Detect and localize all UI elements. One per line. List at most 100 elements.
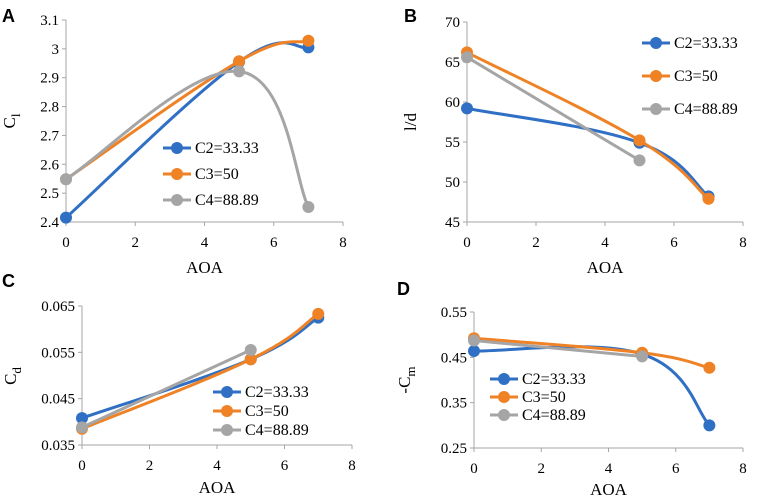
y-axis-title: Cd — [1, 367, 24, 385]
data-point — [244, 353, 257, 366]
y-tick-label: 0.55 — [441, 305, 467, 321]
legend-label: C4=88.89 — [195, 192, 259, 209]
data-point — [633, 154, 646, 167]
y-tick-label: 3.1 — [40, 13, 59, 29]
x-tick-label: 2 — [538, 461, 546, 477]
legend-label: C2=33.33 — [522, 371, 586, 388]
legend-entry: C3=50 — [163, 166, 239, 183]
x-tick-label: 6 — [672, 461, 680, 477]
legend-label: C4=88.89 — [674, 101, 738, 118]
y-tick-label: 2.6 — [40, 157, 59, 173]
legend-label: C3=50 — [245, 403, 289, 420]
legend-entry: C2=33.33 — [490, 371, 586, 388]
legend-entry: C3=50 — [642, 68, 718, 85]
data-point — [233, 55, 246, 68]
series-line-3 — [64, 39, 310, 181]
y-tick-label: 0.065 — [41, 299, 75, 315]
legend-label: C2=33.33 — [674, 35, 738, 52]
x-tick-label: 4 — [201, 235, 209, 251]
data-point — [468, 344, 480, 357]
legend-label: C3=50 — [522, 389, 566, 406]
x-tick-label: 4 — [213, 458, 221, 474]
legend-marker — [498, 391, 510, 403]
y-tick-label: 65 — [445, 55, 460, 71]
x-tick-label: 6 — [270, 235, 278, 251]
y-axis-title: Cl — [0, 113, 23, 128]
panel-d: D 0.25 0.35 0.45 0.55 0 2 4 6 8 AOA -Cm C2=33.33C3=5… — [395, 279, 747, 499]
y-tick-label: 2.7 — [40, 128, 59, 144]
x-tick-label: 0 — [470, 461, 478, 477]
legend-marker — [171, 168, 183, 180]
x-tick-label: 0 — [78, 458, 86, 474]
x-axis-title: AOA — [587, 258, 625, 277]
data-point — [633, 134, 646, 147]
legend-marker — [650, 70, 662, 82]
legend-label: C2=33.33 — [195, 140, 259, 157]
series-line-2 — [465, 106, 710, 198]
data-point — [233, 65, 246, 78]
y-tick-label: 2.8 — [40, 100, 59, 116]
legend-entry: C4=88.89 — [163, 192, 259, 209]
y-tick-label: 0.45 — [441, 350, 467, 366]
panel-c: C 0.035 0.045 0.055 0.065 0 2 4 6 8 AOA Cd C2=33.33 C… — [1, 271, 356, 497]
data-point — [244, 344, 257, 357]
series-line-4 — [64, 69, 310, 209]
series-line-2 — [64, 41, 310, 220]
panel-a: A 2.4 2.5 2.6 2.7 2.8 2.9 3 3.1 0 2 4 6 8 AOA Cl C2=33.3… — [0, 6, 347, 277]
legend-marker — [650, 37, 662, 49]
legend-marker — [221, 405, 233, 417]
x-axis-title: AOA — [590, 480, 628, 499]
legend-label: C2=33.33 — [245, 384, 309, 401]
legend-label: C3=50 — [195, 166, 239, 183]
x-tick-label: 2 — [146, 458, 154, 474]
x-tick-label: 8 — [348, 458, 356, 474]
data-point — [76, 412, 88, 425]
x-axis-title: AOA — [199, 478, 237, 497]
legend-marker — [221, 424, 233, 436]
y-tick-label: 45 — [445, 215, 460, 231]
data-point — [703, 419, 716, 432]
y-tick-label: 3 — [52, 42, 60, 58]
y-tick-label: 70 — [445, 15, 460, 31]
data-point — [703, 361, 716, 374]
data-point — [60, 173, 72, 186]
series-line-4 — [80, 348, 253, 429]
series-line-3 — [465, 50, 710, 201]
y-tick-label: 0.25 — [441, 441, 467, 457]
data-point — [302, 200, 315, 213]
data-point — [60, 211, 72, 224]
y-tick-label: 2.9 — [40, 71, 59, 87]
legend-marker — [498, 373, 510, 385]
data-point — [468, 334, 480, 347]
legend-entry: C2=33.33 — [163, 140, 259, 157]
data-point — [312, 307, 325, 320]
x-tick-label: 2 — [532, 235, 540, 251]
series-line-3 — [472, 336, 711, 370]
y-tick-label: 55 — [445, 135, 460, 151]
y-tick-label: 0.35 — [441, 396, 467, 412]
data-point — [302, 34, 315, 47]
y-tick-label: 2.4 — [40, 215, 59, 231]
y-tick-label: 0.035 — [41, 438, 75, 454]
data-point — [461, 102, 473, 115]
x-tick-label: 4 — [601, 235, 609, 251]
y-tick-label: 60 — [445, 95, 460, 111]
x-tick-label: 8 — [739, 235, 747, 251]
y-tick-label: 2.5 — [40, 186, 59, 202]
legend-entry: C3=50 — [213, 403, 289, 420]
data-point — [76, 421, 88, 434]
x-axis-title: AOA — [186, 258, 224, 277]
x-tick-label: 6 — [670, 235, 678, 251]
legend-label: C4=88.89 — [522, 407, 586, 424]
y-tick-label: 0.045 — [41, 392, 75, 408]
panel-letter: A — [2, 6, 15, 26]
legend-marker — [650, 103, 662, 115]
panel-b: B 45 50 55 60 65 70 0 2 4 6 8 AOA l/d C2=33.33 C3=50 C4=… — [401, 6, 747, 277]
x-tick-label: 0 — [463, 235, 471, 251]
x-tick-label: 0 — [62, 235, 70, 251]
legend-label: C4=88.89 — [245, 422, 309, 439]
panel-letter: B — [404, 6, 417, 26]
x-tick-label: 8 — [339, 235, 347, 251]
y-tick-label: 0.055 — [41, 345, 75, 361]
x-tick-label: 8 — [739, 461, 747, 477]
